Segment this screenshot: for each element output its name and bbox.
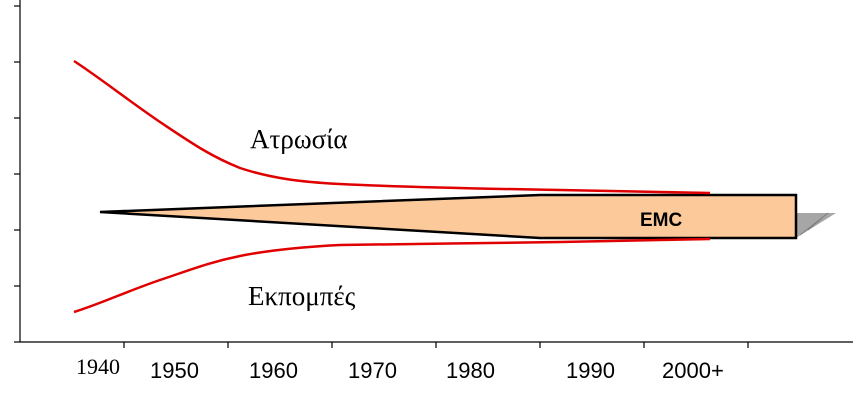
emissions-curve — [73, 237, 711, 314]
y-axis-ticks — [14, 5, 20, 343]
x-axis-ticks — [123, 342, 749, 348]
emc-label: EMC — [640, 210, 683, 231]
x-tick-label-1970: 1970 — [348, 358, 397, 383]
emissions-label: Εκπομπές — [248, 281, 356, 311]
x-tick-label-1980: 1980 — [446, 358, 495, 383]
x-tick-label-1990: 1990 — [566, 358, 615, 383]
emc-band — [99, 193, 798, 240]
x-tick-label-2000: 2000+ — [662, 358, 724, 383]
immunity-label: Ατρωσία — [250, 124, 348, 154]
band-arrow-tip — [796, 213, 836, 238]
immunity-curve — [73, 59, 711, 195]
x-tick-label-1950: 1950 — [150, 358, 199, 383]
band-arrow-hatch — [799, 212, 829, 236]
x-tick-label-1940: 1940 — [76, 354, 120, 379]
x-tick-label-1960: 1960 — [249, 358, 298, 383]
